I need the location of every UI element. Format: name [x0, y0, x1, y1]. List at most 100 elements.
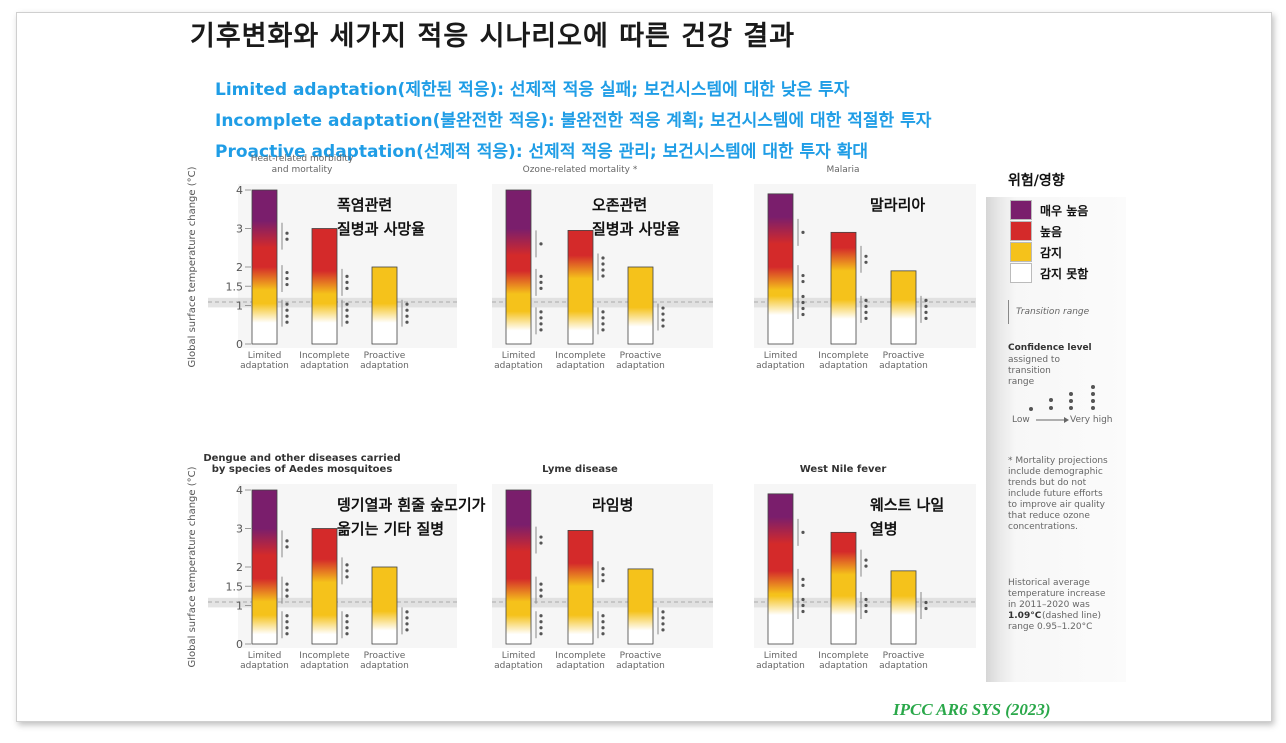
confidence-dot	[285, 320, 289, 324]
category-label: adaptation	[616, 361, 665, 371]
confidence-dot	[924, 310, 928, 314]
category-label: adaptation	[879, 361, 928, 371]
confidence-dot	[539, 310, 543, 314]
confidence-dot	[864, 603, 868, 608]
confidence-dot	[285, 582, 289, 586]
risk-bar	[567, 230, 594, 345]
confidence-dot	[924, 304, 928, 308]
transition-range-marker	[1008, 300, 1029, 324]
historical-range-band	[492, 297, 713, 308]
confidence-dot	[661, 628, 665, 632]
confidence-dot	[539, 620, 543, 624]
category-label: adaptation	[556, 361, 605, 371]
risk-bar	[767, 493, 794, 645]
historical-value: 1.09°C	[1008, 611, 1042, 621]
confidence-dot	[801, 273, 805, 278]
historical-note-2: temperature increase	[1008, 589, 1106, 599]
confidence-dot	[285, 620, 289, 624]
risk-bar	[830, 231, 857, 345]
historical-note-4: (dashed line)	[1042, 611, 1101, 621]
confidence-dot	[285, 588, 289, 592]
subtitle-limited: Limited adaptation(제한된 적응): 선제적 적응 실패; 보…	[215, 80, 850, 100]
chart-panel: Malaria말라리아LimitedadaptationIncompletead…	[754, 165, 976, 371]
confidence-dot	[345, 280, 349, 284]
korean-label: 질병과 사망율	[337, 220, 425, 238]
category-label: Limited	[764, 351, 798, 361]
confidence-dot	[405, 622, 409, 626]
category-label: Limited	[764, 651, 798, 661]
korean-label: 뎅기열과 흰줄 숲모기가	[337, 496, 486, 514]
chart-title: West Nile fever	[800, 464, 887, 475]
confidence-dot	[285, 614, 289, 618]
category-label: adaptation	[819, 361, 868, 371]
chart-title: Ozone-related mortality *	[523, 165, 638, 175]
confidence-dot	[405, 302, 409, 306]
confidence-dot	[345, 308, 349, 312]
confidence-dot	[285, 231, 289, 235]
legend-title: 위험/영향	[1008, 173, 1065, 189]
korean-label: 라임병	[592, 496, 633, 514]
confidence-dot	[661, 324, 665, 328]
risk-bar	[567, 530, 594, 645]
confidence-dot	[601, 626, 605, 630]
category-label: adaptation	[494, 361, 543, 371]
y-tick-label: 3	[236, 223, 243, 236]
category-label: Proactive	[883, 651, 925, 661]
historical-range-band	[754, 597, 976, 608]
mortality-note-3: trends but do not	[1008, 478, 1087, 488]
confidence-dot	[601, 268, 605, 272]
confidence-dot	[539, 626, 543, 630]
confidence-dot	[801, 300, 805, 305]
confidence-dot	[539, 541, 543, 545]
risk-bar	[627, 266, 654, 345]
legend-swatch	[1010, 200, 1032, 220]
confidence-dot	[801, 597, 805, 602]
confidence-dot	[539, 316, 543, 320]
confidence-dot	[601, 310, 605, 314]
y-tick-label: 1.5	[226, 580, 244, 593]
confidence-dot	[801, 312, 805, 317]
mortality-note-5: to improve air quality	[1008, 500, 1105, 510]
y-tick-label: 2	[236, 561, 243, 574]
confidence-dot	[345, 569, 349, 573]
confidence-dot	[864, 260, 868, 264]
legend-item-moderate: 감지	[1010, 242, 1062, 262]
confidence-dot	[345, 563, 349, 567]
risk-bar	[830, 531, 857, 645]
y-tick-label: 1	[236, 300, 243, 313]
confidence-dot	[924, 600, 928, 605]
confidence-dot	[345, 614, 349, 618]
confidence-dot	[801, 577, 805, 582]
confidence-dot	[285, 314, 289, 318]
confidence-dot	[345, 320, 349, 324]
risk-bar	[251, 489, 278, 645]
confidence-dot	[285, 276, 289, 281]
confidence-dot	[864, 304, 868, 308]
mortality-note-4: include future efforts	[1008, 489, 1103, 499]
legend-swatch	[1010, 242, 1032, 262]
korean-label: 웨스트 나일	[870, 496, 944, 514]
confidence-dot	[539, 614, 543, 618]
confidence-dot	[405, 320, 409, 324]
confidence-dot	[864, 564, 868, 568]
historical-note-5: range 0.95–1.20°C	[1008, 622, 1093, 632]
confidence-dot	[661, 312, 665, 316]
confidence-dot	[864, 558, 868, 562]
category-label: adaptation	[240, 661, 289, 671]
category-label: Proactive	[364, 651, 406, 661]
confidence-dot	[601, 262, 605, 266]
confidence-title: Confidence level	[1008, 343, 1092, 353]
risk-bar	[505, 489, 532, 645]
confidence-dot	[345, 575, 349, 579]
risk-bar	[371, 566, 398, 645]
confidence-dot	[539, 535, 543, 539]
confidence-dot	[539, 280, 543, 284]
risk-bar	[890, 270, 917, 345]
confidence-dot	[285, 282, 289, 287]
y-tick-label: 4	[236, 484, 243, 497]
confidence-dot	[801, 294, 805, 299]
risk-bar	[627, 568, 654, 645]
confidence-dot	[285, 237, 289, 241]
category-label: Proactive	[883, 351, 925, 361]
